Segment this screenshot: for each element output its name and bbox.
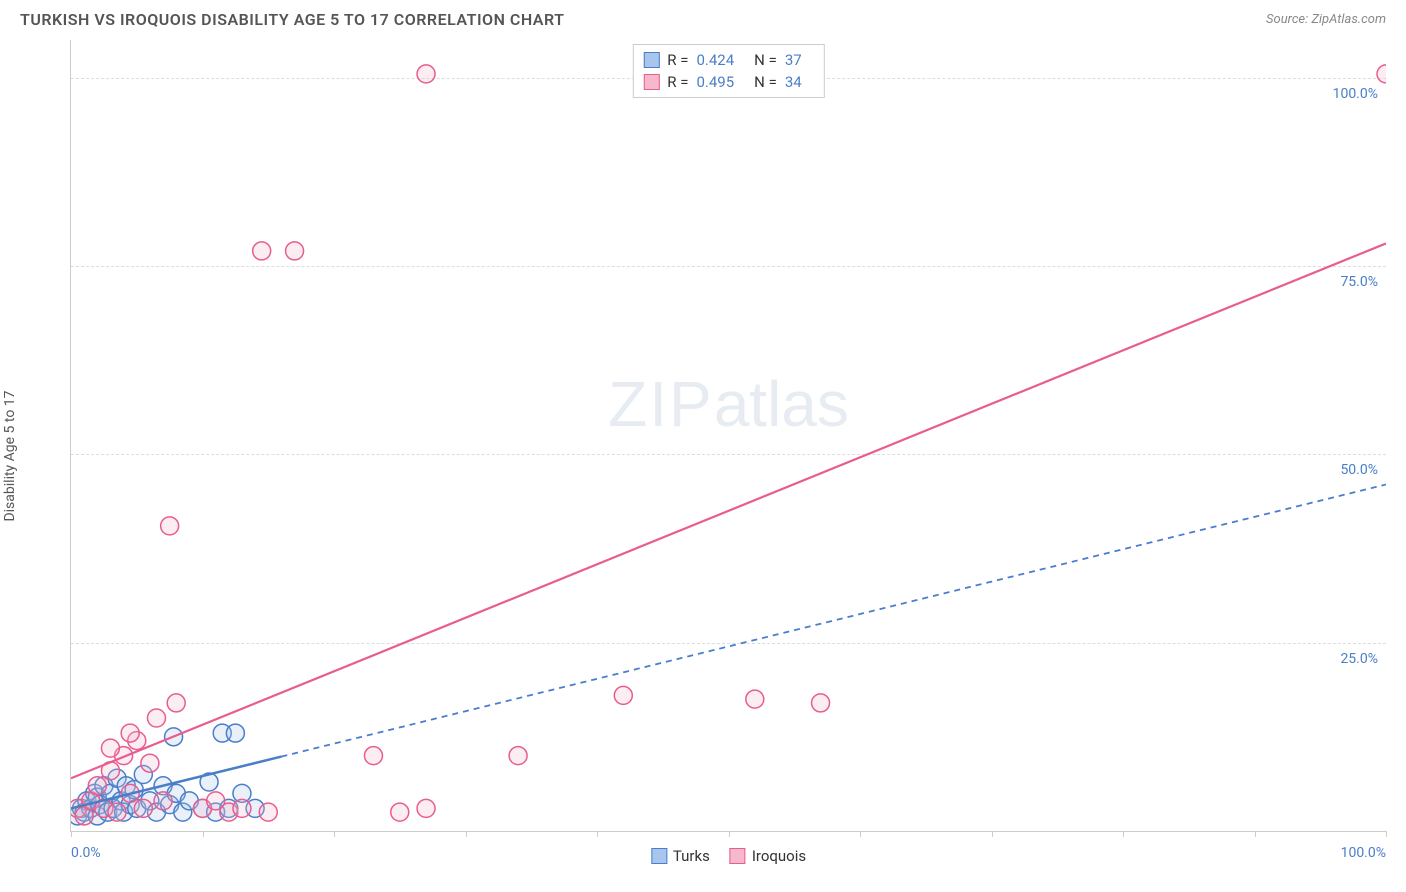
chart-container: Disability Age 5 to 17 ZIPatlas R = 0.42…: [20, 40, 1386, 872]
data-point: [253, 242, 271, 260]
chart-header: TURKISH VS IROQUOIS DISABILITY AGE 5 TO …: [0, 0, 1406, 29]
x-tick: [203, 831, 204, 837]
x-tick: [466, 831, 467, 837]
swatch-turks: [643, 52, 659, 68]
data-point: [161, 517, 179, 535]
trendline: [281, 484, 1386, 756]
swatch-turks-b: [651, 848, 667, 864]
data-point: [417, 799, 435, 817]
x-tick: [71, 831, 72, 837]
data-point: [509, 747, 527, 765]
data-point: [1377, 65, 1386, 83]
x-tick: [1255, 831, 1256, 837]
data-point: [121, 724, 139, 742]
x-origin-label: 0.0%: [71, 845, 101, 861]
data-point: [88, 777, 106, 795]
source-link[interactable]: ZipAtlas.com: [1311, 12, 1386, 27]
legend-item-turks: Turks: [651, 847, 710, 865]
data-point: [614, 686, 632, 704]
data-point: [167, 694, 185, 712]
x-tick: [992, 831, 993, 837]
data-point: [226, 724, 244, 742]
data-point: [154, 792, 172, 810]
plot-svg: [71, 40, 1386, 831]
data-point: [233, 799, 251, 817]
legend-row-turks: R = 0.424 N = 37: [643, 49, 813, 71]
legend-item-iroquois: Iroquois: [730, 847, 806, 865]
x-tick: [860, 831, 861, 837]
legend-row-iroquois: R = 0.495 N = 34: [643, 71, 813, 93]
x-max-label: 100.0%: [1341, 845, 1386, 861]
data-point: [746, 690, 764, 708]
legend-bottom: Turks Iroquois: [651, 847, 806, 865]
data-point: [812, 694, 830, 712]
data-point: [108, 803, 126, 821]
swatch-iroquois: [643, 74, 659, 90]
data-point: [364, 747, 382, 765]
x-tick: [1123, 831, 1124, 837]
y-axis-label: Disability Age 5 to 17: [2, 390, 18, 521]
chart-title: TURKISH VS IROQUOIS DISABILITY AGE 5 TO …: [20, 10, 564, 29]
x-tick: [597, 831, 598, 837]
data-point: [101, 739, 119, 757]
plot-area: ZIPatlas R = 0.424 N = 37 R = 0.495 N = …: [70, 40, 1386, 832]
data-point: [417, 65, 435, 83]
data-point: [259, 803, 277, 821]
swatch-iroquois-b: [730, 848, 746, 864]
trendline: [71, 243, 1386, 778]
data-point: [141, 754, 159, 772]
data-point: [134, 799, 152, 817]
x-tick: [1386, 831, 1387, 837]
data-point: [147, 709, 165, 727]
source-attribution: Source: ZipAtlas.com: [1266, 12, 1386, 27]
legend-top: R = 0.424 N = 37 R = 0.495 N = 34: [632, 44, 824, 98]
x-tick: [334, 831, 335, 837]
x-tick: [729, 831, 730, 837]
data-point: [391, 803, 409, 821]
data-point: [286, 242, 304, 260]
